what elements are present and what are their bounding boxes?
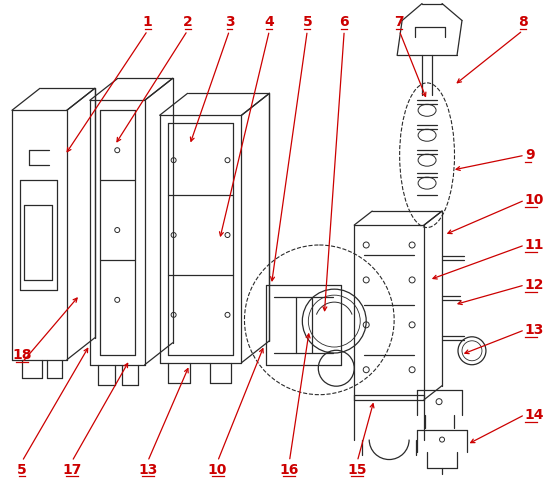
Text: 13: 13 (525, 323, 544, 337)
Text: 9: 9 (525, 148, 534, 162)
Text: 4: 4 (265, 16, 275, 29)
Text: 10: 10 (208, 463, 227, 476)
Text: 14: 14 (525, 408, 544, 421)
Text: 10: 10 (525, 193, 544, 207)
Text: 16: 16 (279, 463, 299, 476)
Text: 6: 6 (339, 16, 349, 29)
Text: 17: 17 (62, 463, 82, 476)
Text: 2: 2 (182, 16, 192, 29)
Text: 11: 11 (525, 238, 544, 252)
Text: 7: 7 (395, 16, 404, 29)
Text: 12: 12 (525, 278, 544, 292)
Text: 8: 8 (518, 16, 528, 29)
Text: 13: 13 (138, 463, 157, 476)
Text: 15: 15 (347, 463, 367, 476)
Text: 1: 1 (143, 16, 152, 29)
Text: 3: 3 (225, 16, 235, 29)
Text: 5: 5 (302, 16, 312, 29)
Text: 5: 5 (17, 463, 27, 476)
Text: 18: 18 (12, 348, 32, 362)
